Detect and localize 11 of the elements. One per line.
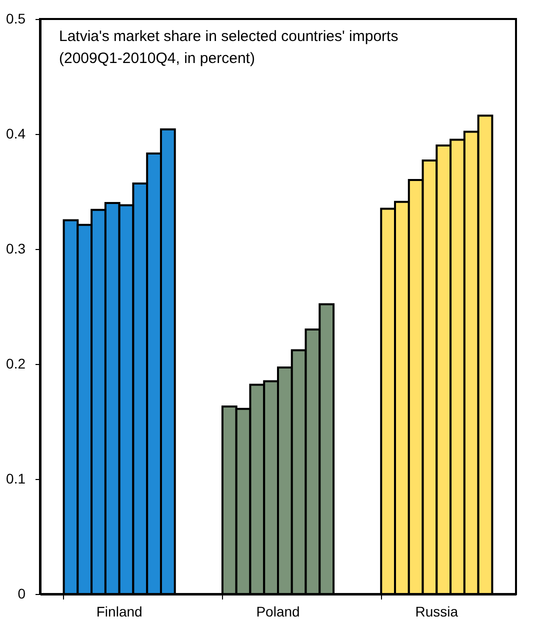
y-tick-label: 0.3 [6,240,26,256]
x-tick-label: Finland [96,604,142,620]
x-tick-label: Russia [415,604,458,620]
x-tick-label: Poland [256,604,300,620]
text: Latvia's market share in selected countries' imports [59,28,398,45]
y-tick-label: 0.1 [6,470,26,486]
y-tick-label: 0.4 [6,126,26,142]
y-tick-label: 0 [18,586,26,602]
y-tick-label: 0.5 [6,10,26,26]
y-tick-label: 0.2 [6,356,26,372]
text: (2009Q1-2010Q4, in percent) [59,50,255,67]
